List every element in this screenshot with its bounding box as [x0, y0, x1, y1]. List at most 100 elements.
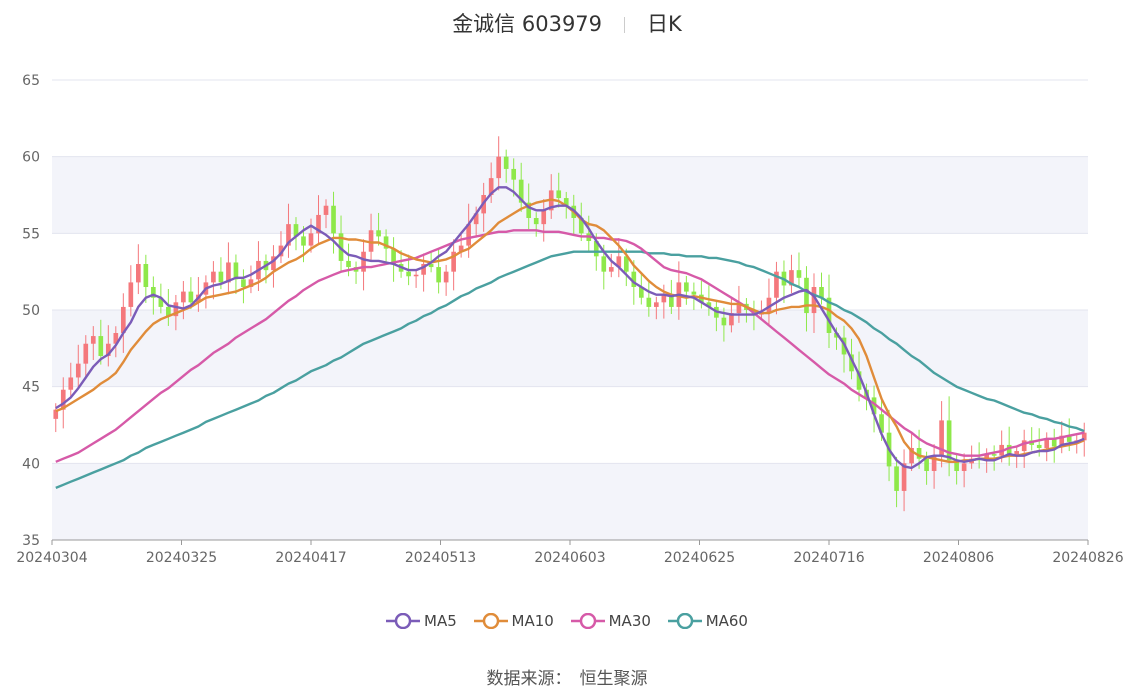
candle-down	[518, 179, 524, 203]
plot-band	[52, 156, 1088, 234]
candle-up	[1014, 451, 1020, 456]
stock-name: 金诚信 603979	[452, 12, 603, 36]
candle-down	[233, 262, 239, 280]
candle-down	[503, 156, 509, 169]
candle-up	[961, 463, 967, 471]
candle-up	[68, 377, 74, 390]
candle-up	[443, 271, 449, 283]
candle-up	[661, 294, 667, 303]
candle-down	[1066, 435, 1072, 442]
plot-band	[52, 386, 1088, 464]
candle-down	[924, 458, 929, 471]
y-tick-label: 65	[22, 73, 40, 89]
candle-up	[75, 363, 81, 378]
candle-down	[331, 205, 336, 234]
candle-down	[879, 414, 884, 433]
candle-up	[541, 210, 547, 225]
candle-down	[511, 168, 517, 180]
legend-item-ma30[interactable]: MA30	[570, 612, 651, 630]
ma5-line	[55, 186, 1085, 470]
candle-up	[608, 267, 614, 272]
candle-up	[766, 297, 772, 314]
candle-down	[1036, 444, 1042, 448]
candle-up	[90, 336, 96, 344]
candle-up	[248, 279, 254, 287]
candle-up	[488, 178, 494, 195]
y-tick-label: 55	[22, 226, 40, 242]
candle-down	[954, 460, 959, 471]
candle-down	[638, 287, 644, 298]
plot-band	[52, 80, 1088, 157]
legend-ma30-icon	[570, 613, 605, 629]
candlestick-chart: 35 40 45 50 55 60 65 20240304 20240325 20240417 20…	[16, 73, 1123, 566]
candle-down	[706, 302, 712, 307]
candle-up	[931, 455, 937, 471]
candle-up	[181, 291, 186, 303]
x-tick-label: 20240513	[405, 550, 476, 566]
candle-up	[473, 213, 479, 225]
candle-up	[421, 264, 426, 275]
y-tick-label: 40	[22, 456, 40, 472]
legend-label-ma60: MA60	[705, 612, 748, 630]
candle-down	[819, 287, 824, 298]
candle-up	[789, 270, 794, 286]
candle-up	[368, 230, 374, 252]
candle-down	[623, 256, 629, 272]
candle-down	[593, 241, 599, 257]
candle-up	[413, 274, 419, 277]
candle-down	[346, 260, 351, 268]
plot-band	[52, 233, 1088, 310]
candle-down	[293, 224, 299, 237]
candle-down	[406, 271, 411, 277]
legend-item-ma10[interactable]: MA10	[473, 612, 554, 630]
candle-down	[684, 282, 689, 292]
candle-up	[616, 256, 622, 268]
candle-up	[736, 303, 742, 314]
candle-up	[909, 448, 914, 464]
candle-down	[804, 277, 809, 314]
candle-up	[466, 224, 471, 246]
candle-down	[143, 264, 149, 287]
candle-down	[834, 333, 839, 338]
plot-band	[52, 463, 1088, 540]
legend-ma60-icon	[667, 613, 702, 629]
legend-item-ma5[interactable]: MA5	[386, 612, 457, 630]
candle-down	[436, 267, 441, 283]
candle-down	[428, 264, 434, 268]
candle-up	[308, 233, 314, 246]
candle-down	[533, 218, 539, 225]
candle-down	[991, 454, 997, 456]
candle-up	[173, 302, 179, 317]
candle-down	[98, 336, 104, 356]
candle-down	[578, 218, 584, 234]
legend-item-ma60[interactable]: MA60	[667, 612, 748, 630]
candle-down	[796, 270, 802, 278]
x-tick-label: 20240716	[793, 550, 864, 566]
y-tick-label: 50	[22, 303, 40, 319]
x-tick-label: 20240325	[146, 550, 217, 566]
y-tick-label: 35	[22, 533, 40, 549]
candle-up	[83, 343, 89, 364]
candle-down	[526, 202, 532, 218]
candle-down	[301, 236, 306, 246]
candle-down	[631, 271, 637, 287]
candle-up	[286, 224, 291, 246]
candle-down	[241, 279, 246, 287]
candle-up	[361, 251, 366, 272]
candle-down	[849, 354, 854, 372]
candle-down	[856, 371, 862, 390]
candle-up	[211, 271, 216, 283]
candle-down	[916, 448, 922, 459]
candle-up	[271, 256, 276, 271]
x-tick-label: 20240304	[16, 550, 87, 566]
legend-label-ma10: MA10	[511, 612, 554, 630]
candle-down	[563, 198, 569, 206]
candle-up	[316, 214, 321, 234]
candle-down	[946, 420, 952, 461]
candle-up	[105, 343, 111, 356]
candle-down	[1006, 444, 1012, 456]
ma30-line	[55, 229, 1085, 463]
candle-up	[496, 156, 502, 179]
candle-up	[458, 245, 464, 252]
ma60-line	[55, 250, 1085, 490]
